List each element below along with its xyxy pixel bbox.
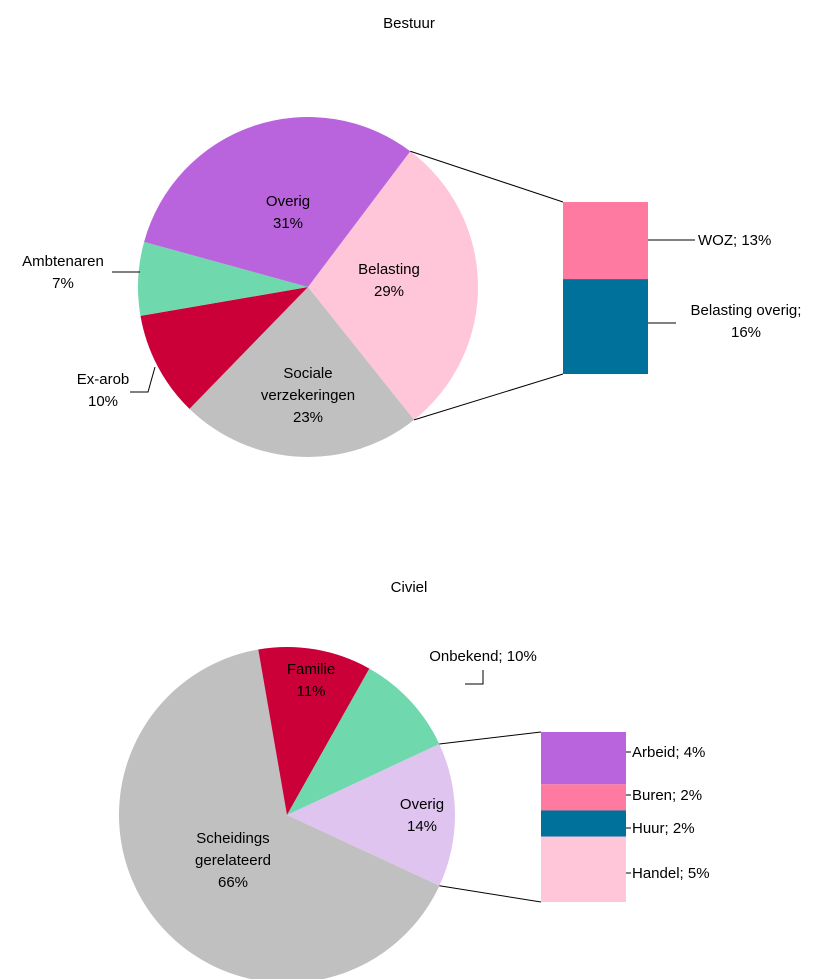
connector-line — [439, 885, 542, 903]
data-label: Huur; 2% — [632, 820, 695, 837]
breakout-segment — [541, 732, 626, 785]
pie-slice — [137, 241, 308, 316]
data-label: Familie 11% — [287, 661, 335, 700]
pie-slice — [119, 649, 440, 979]
data-label: Ex-arob 10% — [77, 371, 130, 410]
data-label: Belasting 29% — [358, 261, 420, 300]
breakout-segment — [563, 279, 648, 374]
leader-line — [130, 366, 156, 393]
data-label: Buren; 2% — [632, 787, 702, 804]
pie-slice — [287, 668, 440, 815]
connector-line — [413, 373, 564, 421]
data-label: Handel; 5% — [632, 865, 710, 882]
breakout-segment — [541, 836, 626, 902]
data-label: Arbeid; 4% — [632, 744, 705, 761]
pie-slice — [287, 744, 455, 886]
chart-title: Bestuur — [383, 15, 435, 32]
data-label: Belasting overig; 16% — [691, 302, 802, 341]
breakout-segment — [541, 810, 626, 837]
data-label: Sociale verzekeringen 23% — [261, 365, 355, 426]
breakout-segment — [563, 202, 648, 280]
pie-slice — [189, 287, 415, 458]
data-label: Ambtenaren 7% — [22, 253, 104, 292]
pie-slice — [258, 647, 370, 815]
data-label: Onbekend; 10% — [429, 648, 537, 665]
pie-slice — [144, 116, 411, 287]
breakout-segment — [541, 784, 626, 811]
connector-line — [439, 731, 542, 745]
data-label: Scheidings gerelateerd 66% — [195, 830, 271, 891]
data-label: Overig 31% — [266, 193, 310, 232]
chart-title: Civiel — [391, 579, 428, 596]
leader-line — [465, 670, 484, 685]
data-label: Overig 14% — [400, 796, 444, 835]
pie-slice — [140, 287, 308, 409]
pie-slice — [308, 151, 479, 420]
data-label: WOZ; 13% — [698, 232, 771, 249]
connector-line — [410, 150, 564, 203]
